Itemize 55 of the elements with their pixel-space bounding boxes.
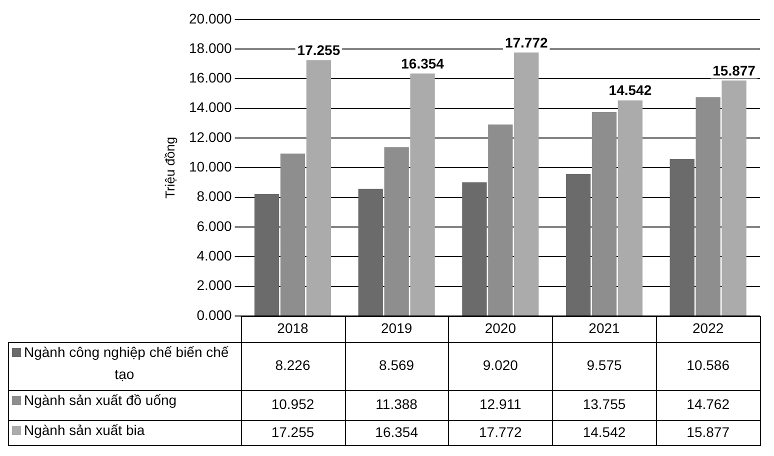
annotation: 17.255 [297,42,340,58]
legend-label: Ngành sản xuất đồ uống [24,392,177,408]
data-label: 15.877 [686,424,730,440]
data-label: 16.354 [375,424,418,440]
data-label: 9.575 [586,356,622,373]
y-tick-label: 12.000 [188,128,232,145]
x-tick-label: 2018 [277,320,309,336]
bar [670,159,694,316]
x-tick-label: 2022 [692,320,724,336]
y-tick-label: 14.000 [188,99,232,116]
x-tick-label: 2020 [484,320,516,336]
data-label: 14.542 [582,424,626,440]
y-tick-label: 16.000 [188,70,232,86]
data-label: 8.226 [275,356,310,373]
bar [488,124,513,316]
data-label: 14.762 [686,396,730,412]
y-tick-label: 4.000 [196,248,232,264]
y-tick-label: 2.000 [196,277,232,294]
data-label: 17.772 [478,424,522,440]
data-label: 8.569 [379,356,414,373]
data-label: 17.255 [271,424,314,440]
bar [696,97,720,316]
data-label: 9.020 [482,356,518,373]
y-tick-label: 6.000 [196,218,232,234]
data-label: 10.586 [686,356,730,373]
bar [566,174,591,316]
bar [358,188,383,316]
bar [618,100,643,316]
bar [514,52,539,316]
bar [462,182,487,316]
bar [254,194,280,316]
y-tick-label: 8.000 [196,188,232,204]
annotation: 15.877 [712,62,756,78]
data-label: 13.755 [582,396,626,412]
x-tick-label: 2021 [588,320,620,336]
y-axis-title: Triệu đồng [162,136,178,199]
annotation: 14.542 [608,82,652,98]
bar [280,154,306,316]
y-tick-label: 20.000 [188,10,232,26]
bar [384,147,409,316]
bar [592,112,617,316]
x-tick-label: 2019 [380,320,412,336]
annotation: 16.354 [401,55,444,72]
data-label: 11.388 [376,396,418,412]
bar [722,80,746,316]
data-label: 12.911 [480,396,522,412]
bar [410,73,435,316]
y-tick-label: 0.000 [196,306,232,323]
legend-label: Ngành sản xuất bia [24,422,145,438]
data-label: 10.952 [271,396,314,412]
y-tick-label: 18.000 [188,40,232,56]
annotation: 17.772 [504,34,548,50]
bar [306,60,332,316]
y-tick-label: 10.000 [188,158,232,175]
legend-label: Ngành công nghiệp chế biến chế tạo [24,344,229,382]
